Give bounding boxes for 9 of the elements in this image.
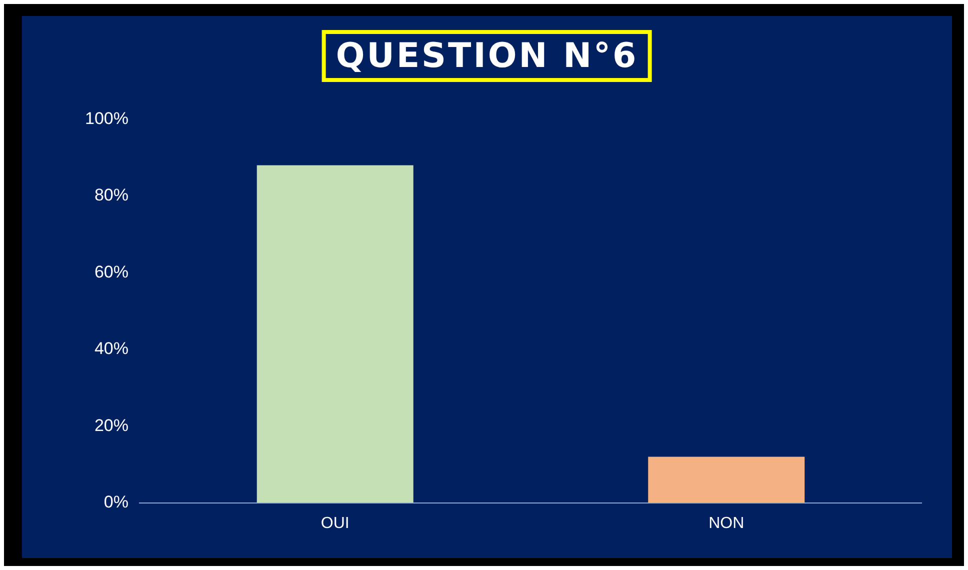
x-tick-label: OUI [320, 514, 350, 532]
y-tick-label: 40% [94, 339, 128, 358]
y-tick-label: 0% [104, 492, 128, 512]
y-tick-label: 60% [94, 262, 128, 282]
chart-title: QUESTION N°6 [322, 30, 652, 82]
y-tick-label: 80% [94, 186, 128, 205]
y-tick-label: 100% [84, 108, 128, 128]
x-tick-label: NON [708, 514, 744, 532]
y-tick-label: 20% [94, 416, 128, 435]
